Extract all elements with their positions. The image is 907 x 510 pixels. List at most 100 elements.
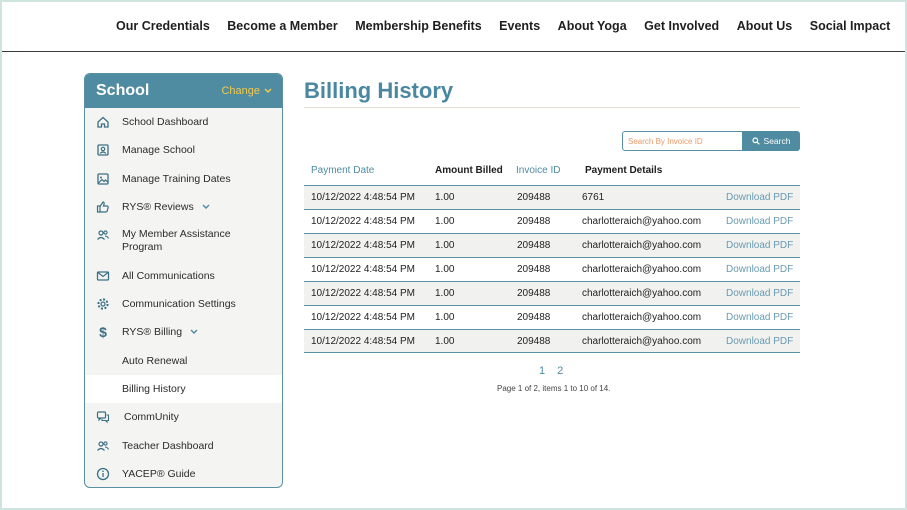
cell-payment-date: 10/12/2022 4:48:54 PM (311, 216, 415, 227)
nav-become-member[interactable]: Become a Member (227, 19, 338, 33)
chevron-down-icon (202, 204, 210, 209)
sidebar-header: School Change (85, 74, 282, 108)
chevron-down-icon (190, 329, 198, 334)
cell-amount: 1.00 (435, 336, 455, 347)
title-divider (304, 107, 800, 108)
table-row: 10/12/2022 4:48:54 PM 1.00 209488 6761 D… (304, 185, 800, 209)
download-pdf-link[interactable]: Download PDF (726, 240, 794, 251)
mail-icon (96, 269, 110, 283)
sidebar-item-label: CommUnity (124, 410, 179, 423)
cell-payment-details: charlotteraich@yahoo.com (582, 288, 702, 299)
users-icon (96, 228, 110, 242)
cell-invoice-id: 209488 (517, 240, 551, 251)
table-row: 10/12/2022 4:48:54 PM 1.00 209488 charlo… (304, 305, 800, 329)
cell-payment-details: charlotteraich@yahoo.com (582, 264, 702, 275)
download-pdf-link[interactable]: Download PDF (726, 288, 794, 299)
sidebar-item-label: YACEP® Guide (122, 467, 196, 480)
nav-our-credentials[interactable]: Our Credentials (116, 19, 210, 33)
sidebar-item-label-line2: Program (122, 241, 163, 253)
search-button[interactable]: Search (742, 131, 800, 151)
download-pdf-link[interactable]: Download PDF (726, 264, 794, 275)
dollar-icon: $ (99, 324, 107, 340)
table-row: 10/12/2022 4:48:54 PM 1.00 209488 charlo… (304, 329, 800, 353)
cell-payment-date: 10/12/2022 4:48:54 PM (311, 264, 415, 275)
sidebar-item-communication-settings[interactable]: Communication Settings (85, 297, 282, 311)
nav-get-involved[interactable]: Get Involved (644, 19, 720, 33)
sidebar-item-label: School Dashboard (122, 115, 209, 128)
cell-invoice-id: 209488 (517, 216, 551, 227)
sidebar-title: School (96, 82, 150, 99)
nav-social-impact[interactable]: Social Impact (809, 19, 891, 33)
users-icon (96, 439, 110, 453)
nav-membership-benefits[interactable]: Membership Benefits (355, 19, 482, 33)
sidebar-item-label: Teacher Dashboard (122, 439, 214, 452)
cell-amount: 1.00 (435, 240, 455, 251)
page-1-link[interactable]: 1 (539, 365, 546, 377)
column-header-invoice-id[interactable]: Invoice ID (516, 165, 561, 176)
cell-payment-details: charlotteraich@yahoo.com (582, 240, 702, 251)
sidebar-item-all-communications[interactable]: All Communications (85, 269, 282, 283)
download-pdf-link[interactable]: Download PDF (726, 216, 794, 227)
cell-invoice-id: 209488 (517, 312, 551, 323)
billing-table: 10/12/2022 4:48:54 PM 1.00 209488 6761 D… (304, 185, 800, 353)
sidebar-subitem-auto-renewal[interactable]: Auto Renewal (122, 355, 188, 367)
chevron-down-icon (264, 88, 272, 94)
sidebar-item-label: All Communications (122, 269, 215, 282)
download-pdf-link[interactable]: Download PDF (726, 192, 794, 203)
gear-icon (96, 297, 110, 311)
id-card-icon (96, 143, 110, 157)
thumbs-up-icon (96, 200, 110, 214)
cell-payment-date: 10/12/2022 4:48:54 PM (311, 288, 415, 299)
sidebar-item-label: Manage School (122, 143, 195, 156)
cell-payment-date: 10/12/2022 4:48:54 PM (311, 312, 415, 323)
sidebar-subitem-billing-history[interactable]: Billing History (85, 375, 282, 403)
sidebar: School Change School Dashboard Manage Sc… (84, 73, 283, 488)
sidebar-item-school-dashboard[interactable]: School Dashboard (85, 115, 282, 129)
info-icon (96, 467, 110, 481)
cell-payment-date: 10/12/2022 4:48:54 PM (311, 336, 415, 347)
search-button-label: Search (763, 136, 791, 146)
change-label: Change (221, 85, 260, 97)
sidebar-item-manage-school[interactable]: Manage School (85, 143, 282, 157)
sidebar-item-rys-billing[interactable]: $ RYS® Billing (85, 324, 282, 340)
sidebar-item-community[interactable]: CommUnity (85, 410, 282, 424)
top-navigation: Our Credentials Become a Member Membersh… (0, 0, 907, 52)
cell-amount: 1.00 (435, 264, 455, 275)
sidebar-item-rys-reviews[interactable]: RYS® Reviews (85, 200, 282, 214)
nav-events[interactable]: Events (499, 19, 541, 33)
nav-about-us[interactable]: About Us (736, 19, 793, 33)
cell-invoice-id: 209488 (517, 264, 551, 275)
image-icon (96, 172, 110, 186)
pagination-info: Page 1 of 2, items 1 to 10 of 14. (497, 384, 611, 393)
column-header-payment-date[interactable]: Payment Date (311, 165, 375, 176)
sidebar-item-manage-training-dates[interactable]: Manage Training Dates (85, 172, 282, 186)
table-row: 10/12/2022 4:48:54 PM 1.00 209488 charlo… (304, 233, 800, 257)
table-row: 10/12/2022 4:48:54 PM 1.00 209488 charlo… (304, 257, 800, 281)
cell-payment-details: charlotteraich@yahoo.com (582, 216, 702, 227)
table-row: 10/12/2022 4:48:54 PM 1.00 209488 charlo… (304, 209, 800, 233)
search-input[interactable] (622, 131, 743, 151)
sidebar-item-member-assistance[interactable]: My Member Assistance Program (85, 228, 282, 254)
page-title: Billing History (304, 78, 454, 103)
cell-payment-details: charlotteraich@yahoo.com (582, 336, 702, 347)
sidebar-item-label: Communication Settings (122, 297, 236, 310)
cell-invoice-id: 209488 (517, 336, 551, 347)
sidebar-item-label: My Member Assistance (122, 228, 231, 240)
change-button[interactable]: Change (221, 85, 272, 97)
cell-invoice-id: 209488 (517, 288, 551, 299)
cell-payment-details: charlotteraich@yahoo.com (582, 312, 702, 323)
cell-amount: 1.00 (435, 288, 455, 299)
page-2-link[interactable]: 2 (557, 365, 564, 377)
download-pdf-link[interactable]: Download PDF (726, 336, 794, 347)
column-header-amount-billed: Amount Billed (435, 165, 503, 176)
nav-about-yoga[interactable]: About Yoga (557, 19, 627, 33)
download-pdf-link[interactable]: Download PDF (726, 312, 794, 323)
home-icon (96, 115, 110, 129)
cell-amount: 1.00 (435, 216, 455, 227)
sidebar-item-teacher-dashboard[interactable]: Teacher Dashboard (85, 439, 282, 453)
sidebar-item-label: RYS® Billing (122, 325, 183, 338)
sidebar-item-label: RYS® Reviews (122, 200, 194, 213)
sidebar-item-yacep-guide[interactable]: YACEP® Guide (85, 467, 282, 481)
cell-amount: 1.00 (435, 192, 455, 203)
